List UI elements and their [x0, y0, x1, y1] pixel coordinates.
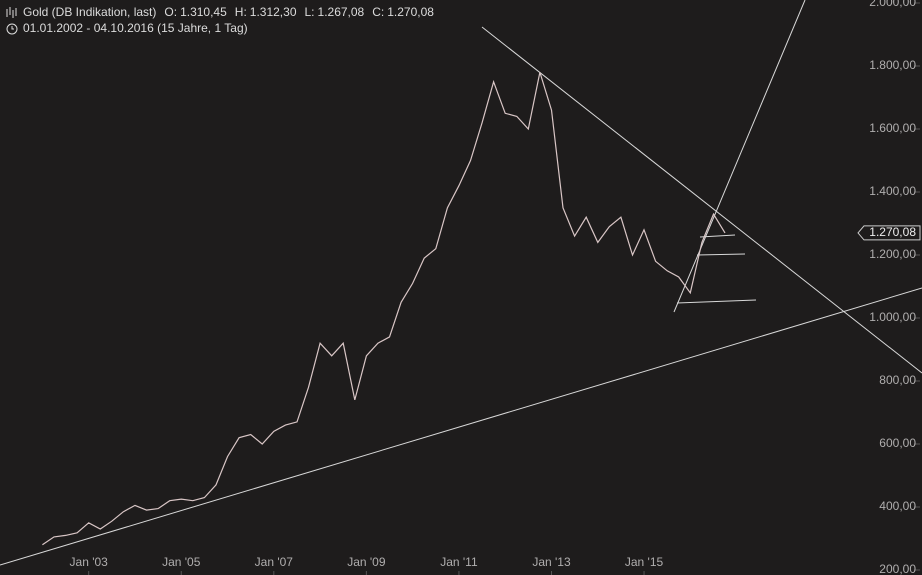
ohlc-key: H:	[235, 5, 247, 19]
y-tick-label: 2.000,00	[869, 0, 916, 9]
ohlc-value: 1.312,30	[250, 5, 297, 19]
y-tick-label: 1.200,00	[869, 247, 916, 261]
x-tick-label: Jan '03	[70, 555, 109, 569]
ohlc-value: 1.310,45	[180, 5, 227, 19]
y-tick-label: 200,00	[879, 562, 916, 575]
x-tick-label: Jan '07	[255, 555, 294, 569]
chart-icon	[6, 7, 17, 18]
ohlc-value: 1.267,08	[318, 5, 365, 19]
y-tick-label: 1.800,00	[869, 58, 916, 72]
level-line	[676, 299, 757, 304]
resistance-line	[481, 26, 922, 374]
y-tick-label: 1.000,00	[869, 310, 916, 324]
ohlc-key: L:	[305, 5, 315, 19]
y-tick-label: 800,00	[879, 373, 916, 387]
x-tick-label: Jan '13	[532, 555, 571, 569]
header: Gold (DB Indikation, last) 01.01.2002 - …	[6, 5, 248, 35]
y-tick-label: 1.600,00	[869, 121, 916, 135]
x-tick-label: Jan '11	[440, 555, 478, 569]
ohlc-value: 1.270,08	[387, 5, 434, 19]
x-tick-label: Jan '15	[625, 555, 664, 569]
support-line	[0, 287, 922, 566]
last-price-tag	[857, 225, 921, 241]
x-tick-label: Jan '05	[162, 555, 201, 569]
date-range: 01.01.2002 - 04.10.2016 (15 Jahre, 1 Tag…	[23, 21, 248, 35]
y-tick-label: 400,00	[879, 499, 916, 513]
y-tick-label: 600,00	[879, 436, 916, 450]
clock-icon	[6, 23, 18, 35]
x-tick-label: Jan '09	[347, 555, 386, 569]
ohlc-key: O:	[164, 5, 177, 19]
level-line	[699, 234, 736, 238]
last-price-label: 1.270,08	[869, 225, 916, 239]
chart-title: Gold (DB Indikation, last)	[23, 5, 156, 19]
level-line	[696, 253, 746, 256]
clock-hands	[11, 26, 14, 30]
price-line	[42, 72, 726, 546]
steep-line	[673, 0, 806, 313]
ohlc-key: C:	[372, 5, 384, 19]
y-tick-label: 1.400,00	[869, 184, 916, 198]
